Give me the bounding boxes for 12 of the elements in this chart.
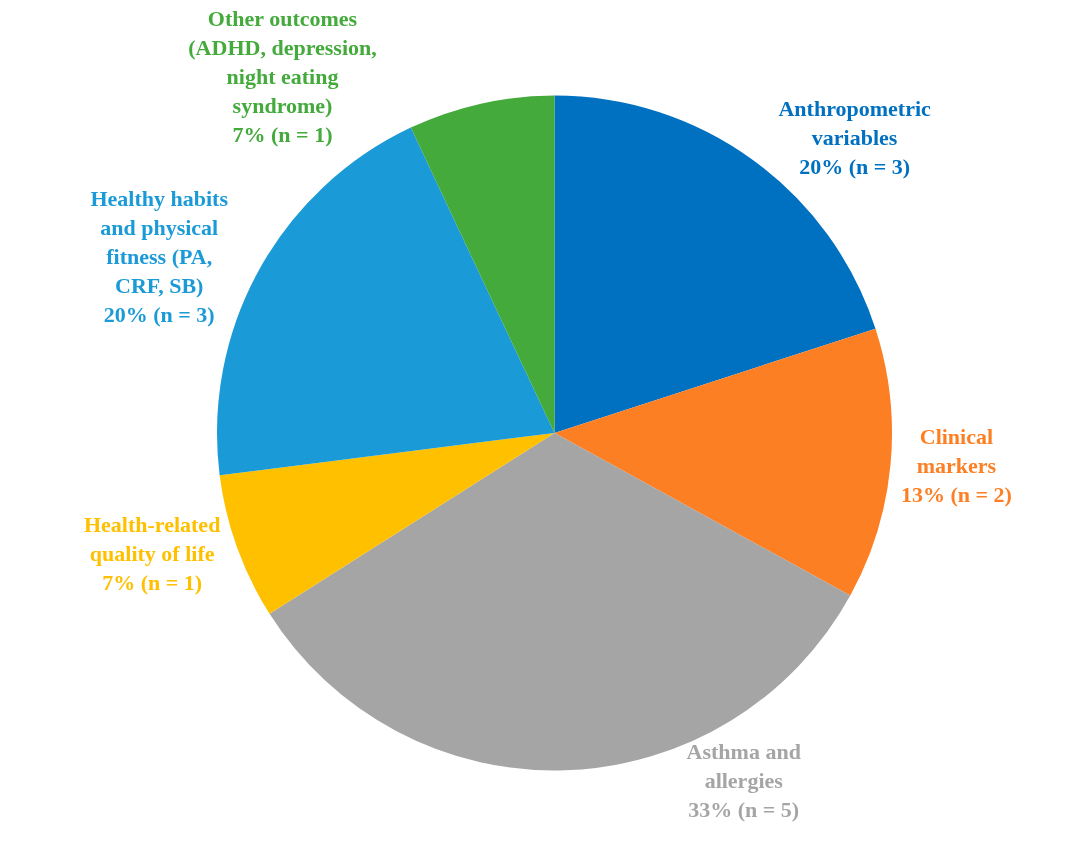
slice-label: Asthma and allergies (686, 738, 801, 793)
data-label: 7% (n = 1) (102, 570, 203, 596)
data-label: 20% (n = 3) (103, 302, 215, 328)
data-label: 33% (n = 5) (688, 796, 800, 822)
slice-label: Health-related quality of life (83, 512, 221, 567)
data-label: 13% (n = 2) (900, 481, 1012, 507)
data-label: 20% (n = 3) (799, 154, 911, 180)
slice-label: Other outcomes (ADHD, depression, night eating syndrome) (188, 6, 377, 119)
slice-label: Healthy habits and physical fitness (PA, CRF, SB) (90, 186, 229, 299)
slice-label: Anthropometric variables (778, 96, 932, 151)
slice-label: Clinical markers (916, 423, 997, 478)
data-label: 7% (n = 1) (232, 122, 333, 148)
